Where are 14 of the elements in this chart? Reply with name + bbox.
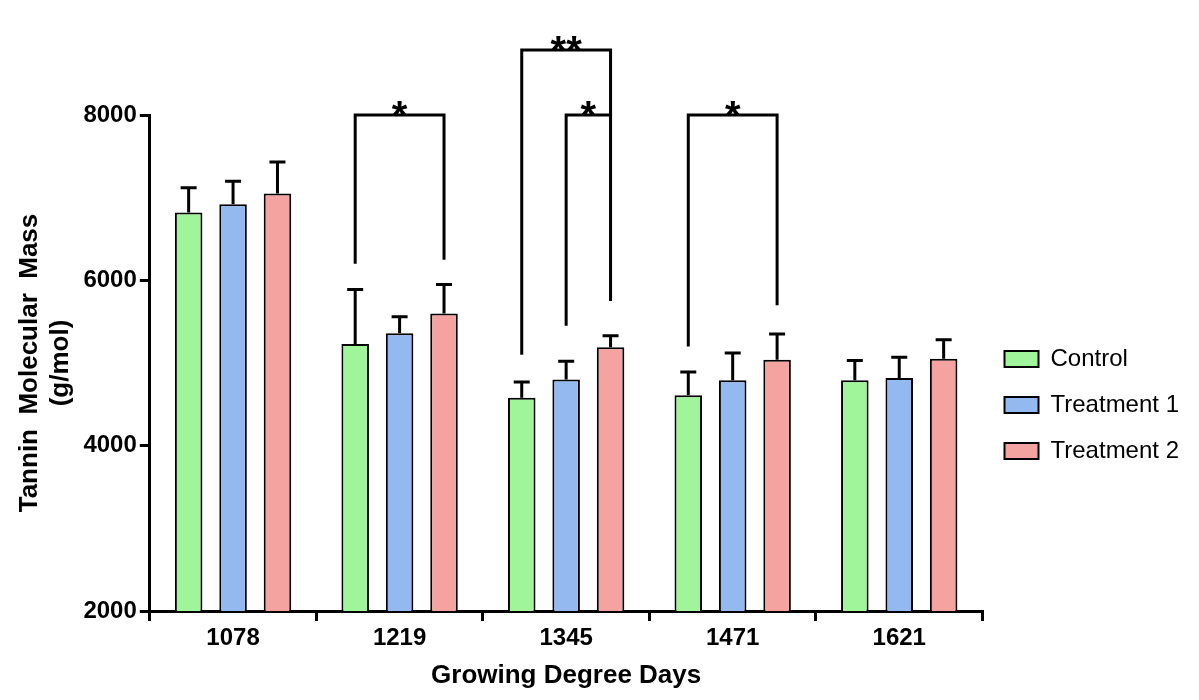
x-tick-label: 1345 [539,623,593,651]
x-axis-title: Growing Degree Days [431,658,702,689]
y-tick-label: 8000 [83,99,137,127]
y-tick-label: 6000 [83,264,137,292]
y-tick-label: 4000 [83,430,137,458]
y-tick-label: 2000 [83,595,137,623]
x-tick-label: 1471 [705,623,760,651]
x-tick-label: 1078 [206,623,260,651]
legend-label: Treatment 2 [1050,435,1179,463]
y-axis-title: Tannin Molecular Mass (g/mol) [12,213,74,513]
x-tick-label: 1219 [372,623,427,651]
legend-label: Treatment 1 [1050,389,1179,417]
x-tick-label: 1621 [872,623,926,651]
legend-label: Control [1050,343,1128,371]
